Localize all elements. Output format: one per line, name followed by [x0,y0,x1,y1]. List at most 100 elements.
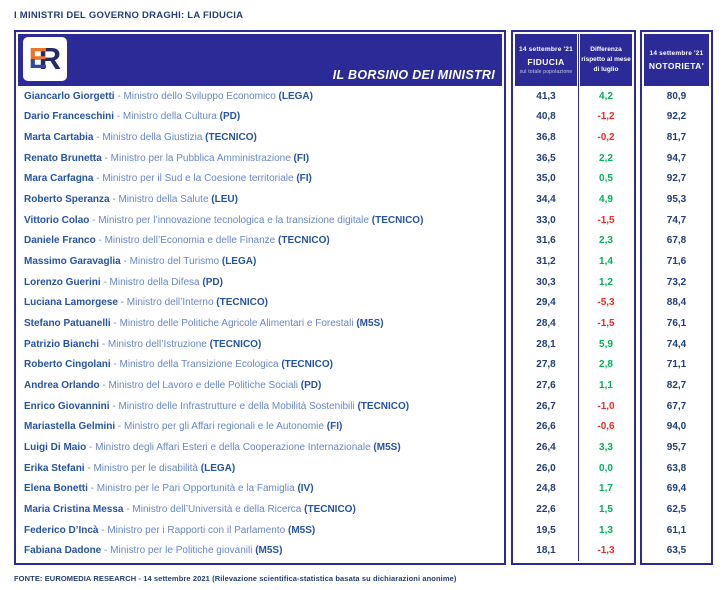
source-footer: FONTE: EUROMEDIA RESEARCH - 14 settembre… [14,574,457,583]
minister-row: Mariastella Gelmini - Ministro per gli A… [18,417,502,438]
minister-name: Mara Carfagna [24,173,94,185]
notorieta-value: 80,9 [666,90,687,102]
minister-role: - Ministro dell’Interno [117,297,217,309]
column-divider [578,34,579,561]
minister-name: Massimo Garavaglia [24,256,121,268]
notorieta-value: 67,8 [666,235,687,247]
notorieta-value: 95,7 [666,441,687,453]
minister-role: - Ministro degli Affari Esteri e della C… [86,441,374,453]
notorieta-body: 80,9 92,2 81,7 94,7 92,7 95,3 74,7 67,8 71,6 73,2… [644,86,709,561]
differenza-value: -1,5 [597,318,615,330]
notorieta-value: 88,4 [666,297,687,309]
minister-role: - Ministro dell’Istruzione [99,338,210,350]
minister-name: Enrico Giovannini [24,400,110,412]
differenza-value: 1,3 [599,524,613,536]
logo-letter-e: E E [29,44,46,74]
minister-party: (TECNICO) [371,214,424,226]
minister-name: Giancarlo Giorgetti [24,90,115,102]
fiducia-differenza-panel: 14 settembre '21 FIDUCIA sul totale popo… [511,30,636,565]
banner-title: IL BORSINO DEI MINISTRI [332,68,495,82]
fiducia-value: 41,3 [536,90,556,102]
fiducia-value: 26,7 [536,400,556,412]
fiducia-label: FIDUCIA [527,56,565,67]
minister-party: (PD) [202,276,223,288]
differenza-value: -5,3 [597,297,615,309]
fiducia-value: 33,0 [536,214,556,226]
notorieta-value: 73,2 [666,276,687,288]
minister-row: Massimo Garavaglia - Ministro del Turism… [18,251,502,272]
minister-role: - Ministro delle Infrastrutture e della … [109,400,358,412]
minister-row: Luigi Di Maio - Ministro degli Affari Es… [18,437,502,458]
minister-role: - Ministro per le Pari Opportunità e la … [87,483,298,495]
notorieta-value: 71,1 [666,359,687,371]
minister-name: Roberto Cingolani [24,359,111,371]
notorieta-value: 63,8 [666,462,687,474]
fiducia-value: 18,1 [536,545,556,557]
differenza-label-line3: di luglio [593,66,619,74]
fiducia-value: 29,4 [536,297,556,309]
minister-row: Daniele Franco - Ministro dell’Economia … [18,231,502,252]
minister-party: (M5S) [356,318,384,330]
minister-party: (TECNICO) [216,297,268,309]
minister-name: Lorenzo Guerini [24,276,101,288]
minister-name: Dario Franceschini [24,111,115,123]
minister-row: Roberto Speranza - Ministro della Salute… [18,189,502,210]
differenza-value: -1,0 [597,400,615,412]
ministers-body: Giancarlo Giorgetti - Ministro dello Svi… [18,86,502,561]
differenza-value: -1,3 [597,545,615,557]
minister-row: Enrico Giovannini - Ministro delle Infra… [18,396,502,417]
fiducia-value: 19,5 [536,524,556,536]
minister-row: Giancarlo Giorgetti - Ministro dello Svi… [18,86,502,107]
notorieta-panel: 14 settembre '21 NOTORIETA' 80,9 92,2 81,7… [640,30,713,565]
minister-row: Erika Stefani - Ministro per le disabili… [18,458,502,479]
minister-role: - Ministro del Lavoro e delle Politiche … [99,380,301,392]
minister-role: - Ministro della Transizione Ecologica [110,359,282,371]
fiducia-column: 14 settembre '21 FIDUCIA sul totale popo… [515,34,577,561]
minister-row: Renato Brunetta - Ministro per la Pubbli… [18,148,502,169]
differenza-value: -0,2 [597,132,615,144]
fiducia-value: 31,6 [536,235,556,247]
differenza-column: Differenza rispetto al mese di luglio 4,… [580,34,632,561]
minister-name: Luciana Lamorgese [24,297,118,309]
notorieta-value: 76,1 [666,318,687,330]
minister-role: - Ministro dell’Università e della Ricer… [123,503,305,515]
fiducia-value: 26,6 [536,421,556,433]
differenza-value: 1,7 [599,483,613,495]
fiducia-header: 14 settembre '21 FIDUCIA sul totale popo… [515,34,577,86]
minister-party: (LEU) [211,194,238,206]
euromedia-research-logo: E E R [23,37,67,81]
minister-role: - Ministro per le disabilità [84,462,201,474]
differenza-label-line1: Differenza [590,45,622,53]
notorieta-value: 95,3 [666,194,687,206]
minister-name: Stefano Patuanelli [24,318,111,330]
notorieta-value: 69,4 [666,483,687,495]
minister-party: (M5S) [255,545,283,557]
minister-row: Fabiana Dadone - Ministro per le Politic… [18,540,502,561]
differenza-header: Differenza rispetto al mese di luglio [580,34,632,86]
minister-role: - Ministro per i Rapporti con il Parlame… [98,524,288,536]
minister-row: Marta Cartabia - Ministro della Giustizi… [18,127,502,148]
differenza-value: 1,1 [599,380,613,392]
notorieta-value: 74,7 [666,214,687,226]
notorieta-value: 92,7 [666,173,687,185]
fiducia-value: 34,4 [536,194,556,206]
minister-name: Mariastella Gelmini [24,421,116,433]
minister-role: - Ministro della Giustizia [93,132,206,144]
minister-name: Roberto Speranza [24,194,110,206]
differenza-value: 0,0 [599,462,613,474]
minister-row: Patrizio Bianchi - Ministro dell’Istruzi… [18,334,502,355]
minister-name: Patrizio Bianchi [24,338,100,350]
minister-party: (FI) [326,421,343,433]
notorieta-value: 71,6 [666,256,687,268]
fiducia-value: 36,8 [536,132,556,144]
differenza-value: 2,8 [599,359,613,371]
fiducia-value: 28,4 [536,318,556,330]
notorieta-value: 94,7 [666,152,687,164]
minister-role: - Ministro per la Pubblica Amministrazio… [101,152,294,164]
differenza-value: -0,6 [597,421,615,433]
notorieta-value: 94,0 [666,421,687,433]
minister-role: - Ministro per le Politiche giovanili [101,545,256,557]
minister-party: (M5S) [373,441,401,453]
minister-role: - Ministro della Salute [109,194,212,206]
logo-letter-r: R [38,41,62,76]
